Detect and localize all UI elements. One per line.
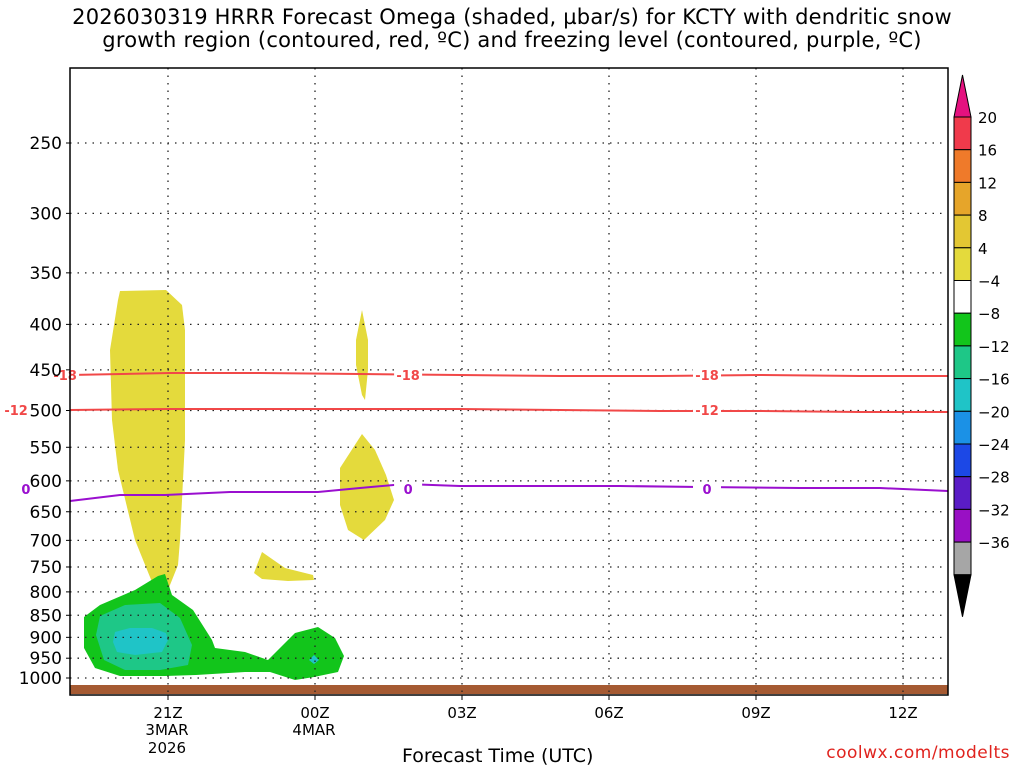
colorbar-label: 12 — [978, 174, 997, 192]
y-tick-label: 750 — [30, 558, 62, 578]
omega-negative-region-4 — [309, 655, 319, 664]
contour-line-minus18 — [69, 372, 948, 377]
y-tick-label: 250 — [30, 134, 62, 154]
chart-title: 2026030319 HRRR Forecast Omega (shaded, … — [0, 6, 1024, 52]
colorbar-swatch — [953, 508, 972, 543]
x-tick-label: 21Z — [153, 704, 182, 722]
y-axis: 2503003504004505005506006507007508008509… — [19, 134, 70, 689]
x-tick-label: 06Z — [594, 704, 623, 722]
plot-frame — [69, 67, 949, 696]
y-tick-label: 700 — [30, 531, 62, 551]
y-tick-label: 950 — [30, 649, 62, 669]
y-tick-label: 500 — [30, 402, 62, 422]
contour-label: -18 — [53, 369, 77, 384]
contour-label-bg — [394, 482, 423, 495]
colorbar-swatch — [953, 247, 972, 282]
y-tick-label: 900 — [30, 628, 62, 648]
colorbar-label: −12 — [978, 338, 1010, 356]
y-tick-label: 550 — [30, 438, 62, 458]
x-tick-sublabel: 3MAR — [145, 721, 188, 739]
contour-labels: -18 -18 -18 -12 -12 0 0 0 — [2, 368, 721, 498]
colorbar-swatch — [953, 378, 972, 412]
colorbar-label: 4 — [978, 240, 988, 258]
y-tick-label: 350 — [30, 264, 62, 284]
contour-label: 0 — [404, 483, 413, 498]
contour-label: -12 — [695, 404, 719, 419]
omega-positive-region-2 — [356, 310, 368, 400]
y-tick-label: 1000 — [19, 669, 62, 689]
colorbar-swatch — [953, 410, 972, 445]
colorbar-label: −36 — [978, 534, 1010, 552]
colorbar-label: −24 — [978, 436, 1010, 454]
colorbar-label: 8 — [978, 207, 988, 225]
y-tick-label: 450 — [30, 361, 62, 381]
y-tick-label: 300 — [30, 204, 62, 224]
x-tick-label: 03Z — [447, 704, 476, 722]
colorbar-swatch — [953, 149, 972, 183]
colorbar-swatch — [953, 214, 972, 249]
y-tick-label: 800 — [30, 583, 62, 603]
contour-label-bg — [51, 368, 80, 381]
contour-label: -12 — [4, 404, 28, 419]
contour-line-minus12 — [69, 408, 948, 413]
colorbar-label: −28 — [978, 469, 1010, 487]
watermark-text[interactable]: coolwx.com/modelts — [826, 743, 1010, 763]
x-tick-label: 12Z — [888, 704, 917, 722]
contour-label: -18 — [396, 369, 420, 384]
colorbar-label: 16 — [978, 142, 997, 160]
contour-label-bg — [693, 368, 721, 381]
chart-title-line2: growth region (contoured, red, ºC) and f… — [102, 28, 922, 52]
y-tick-label: 650 — [30, 503, 62, 523]
colorbar-bottom-arrow — [953, 574, 972, 617]
colorbar-label: −32 — [978, 501, 1010, 519]
colorbar-label: −20 — [978, 403, 1010, 421]
colorbar-label: −16 — [978, 371, 1010, 389]
chart-title-line1: 2026030319 HRRR Forecast Omega (shaded, … — [72, 5, 952, 29]
contour-line-freezing-0 — [69, 482, 949, 502]
omega-positive-region-4 — [254, 552, 314, 581]
y-tick-label: 600 — [30, 472, 62, 492]
surface-bar — [70, 685, 948, 694]
contour-label: -18 — [695, 369, 719, 384]
colorbar-swatch — [953, 345, 972, 380]
colorbar-swatch — [953, 280, 972, 314]
colorbar-swatch — [953, 312, 972, 347]
contour-label-bg — [693, 403, 721, 416]
contour-label-bg — [11, 482, 40, 495]
y-tick-label: 850 — [30, 606, 62, 626]
colorbar-swatch — [953, 181, 972, 216]
colorbar-swatch — [953, 476, 972, 510]
contour-label-bg — [394, 368, 423, 381]
colorbar-swatch — [953, 443, 972, 478]
colorbar-label: −4 — [978, 273, 1000, 291]
omega-positive-region-1 — [110, 290, 185, 590]
colorbar-swatch — [953, 541, 972, 576]
x-tick-sublabel: 2026 — [148, 739, 186, 757]
x-axis-title: Forecast Time (UTC) — [402, 745, 594, 767]
contour-label: 0 — [21, 483, 30, 498]
x-tick-label: 09Z — [741, 704, 770, 722]
omega-negative-region-3 — [113, 628, 168, 655]
contour-label-bg — [2, 403, 31, 416]
contour-label-bg — [693, 482, 721, 495]
colorbar: 20 16 12 8 4 −4 −8 −12 −16 −20 −24 −28 −32 −36 — [953, 74, 1010, 617]
plot-area — [70, 68, 948, 695]
y-tick-label: 400 — [30, 315, 62, 335]
colorbar-swatch — [953, 116, 972, 151]
x-tick-sublabel: 4MAR — [292, 721, 335, 739]
contour-label: 0 — [702, 483, 711, 498]
colorbar-label: −8 — [978, 305, 1000, 323]
colorbar-label: 20 — [978, 109, 997, 127]
colorbar-top-arrow — [953, 74, 972, 118]
x-tick-label: 00Z — [300, 704, 329, 722]
